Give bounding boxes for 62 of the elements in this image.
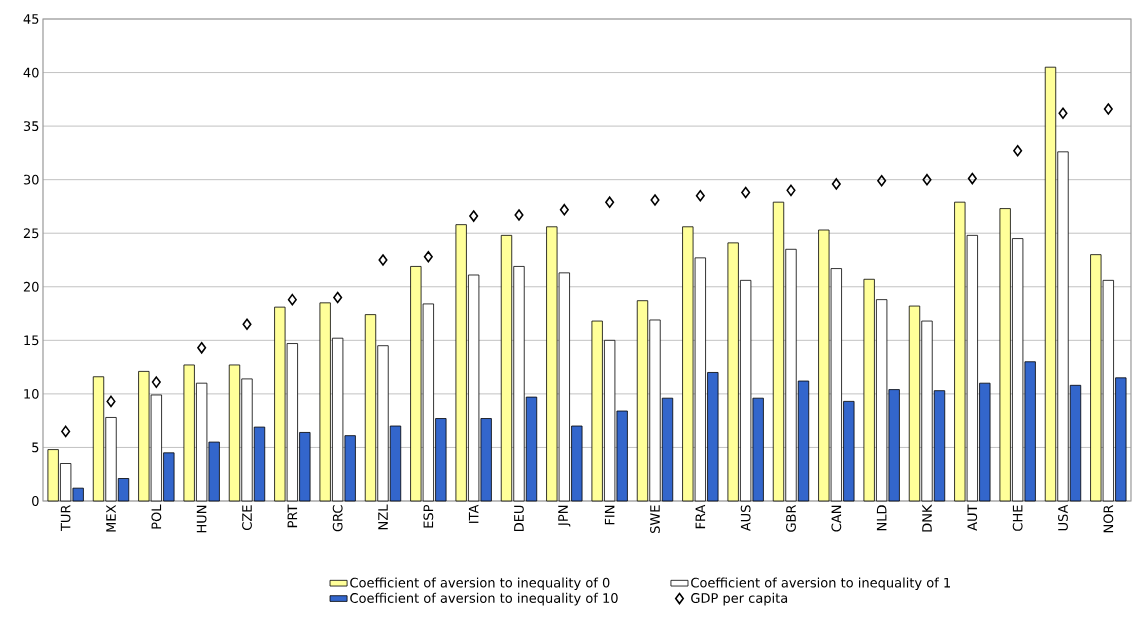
y-tick-label: 45 — [23, 14, 39, 24]
legend-label: Coefficient of aversion to inequality of 10 — [350, 592, 618, 606]
x-tick-label: FIN — [604, 505, 615, 525]
x-tick-label: GRC — [332, 505, 343, 532]
point — [922, 173, 932, 186]
point — [877, 174, 887, 187]
y-tick-label: 30 — [23, 174, 39, 185]
point — [967, 172, 977, 185]
point — [1103, 103, 1113, 115]
x-tick-label: DEU — [514, 505, 524, 531]
x-tick-label: POL — [151, 504, 162, 529]
y-tick-label: 35 — [23, 121, 39, 132]
point — [333, 291, 343, 304]
x-tick-label: ITA — [468, 504, 479, 523]
x-tick-label: PRT — [287, 504, 298, 528]
point — [151, 376, 161, 388]
x-tick-label: AUT — [967, 504, 978, 531]
point — [786, 184, 796, 197]
point — [378, 254, 388, 266]
x-tick-label: HUN — [196, 505, 207, 533]
x-tick-label: NOR — [1103, 504, 1114, 533]
legend-label: GDP per capita — [691, 592, 788, 606]
x-tick-label: DNK — [922, 504, 932, 532]
point — [1058, 107, 1068, 120]
x-tick-label: ESP — [423, 504, 434, 528]
point — [605, 196, 615, 208]
point — [242, 318, 252, 331]
y-tick-label: 15 — [24, 335, 39, 346]
point — [197, 342, 207, 354]
y-tick-label: 5 — [32, 442, 39, 453]
point — [469, 210, 479, 222]
point — [741, 186, 751, 199]
x-tick-label: AUS — [740, 505, 751, 532]
legend-label: Coefficient of aversion to inequality of 0 — [350, 577, 610, 591]
x-tick-label: USA — [1058, 504, 1068, 531]
y-tick-label: 10 — [24, 388, 39, 399]
x-tick-label: MEX — [106, 504, 116, 532]
x-tick-label: NLD — [876, 505, 887, 531]
x-tick-label: CHE — [1012, 505, 1023, 531]
y-tick-label: 25 — [23, 228, 39, 239]
y-tick-label: 0 — [32, 496, 39, 506]
point — [514, 209, 524, 221]
point — [831, 178, 841, 190]
point — [106, 395, 116, 408]
point — [695, 189, 705, 202]
y-tick-label: 20 — [23, 281, 39, 292]
point — [423, 250, 433, 263]
point — [61, 425, 71, 438]
point — [559, 203, 569, 216]
x-tick-label: JPN — [558, 505, 571, 527]
x-tick-label: GBR — [786, 504, 796, 532]
y-tick-label: 40 — [23, 67, 39, 78]
x-tick-label: CZE — [242, 505, 252, 530]
point — [650, 194, 660, 206]
x-tick-label: TUR — [60, 504, 71, 532]
legend-label: Coefficient of aversion to inequality of 1 — [691, 577, 950, 591]
x-tick-label: NZL — [378, 504, 388, 530]
point — [1013, 144, 1023, 157]
point — [287, 293, 297, 306]
x-tick-label: CAN — [831, 505, 842, 532]
x-tick-label: SWE — [650, 505, 660, 533]
x-tick-label: FRA — [695, 504, 706, 529]
